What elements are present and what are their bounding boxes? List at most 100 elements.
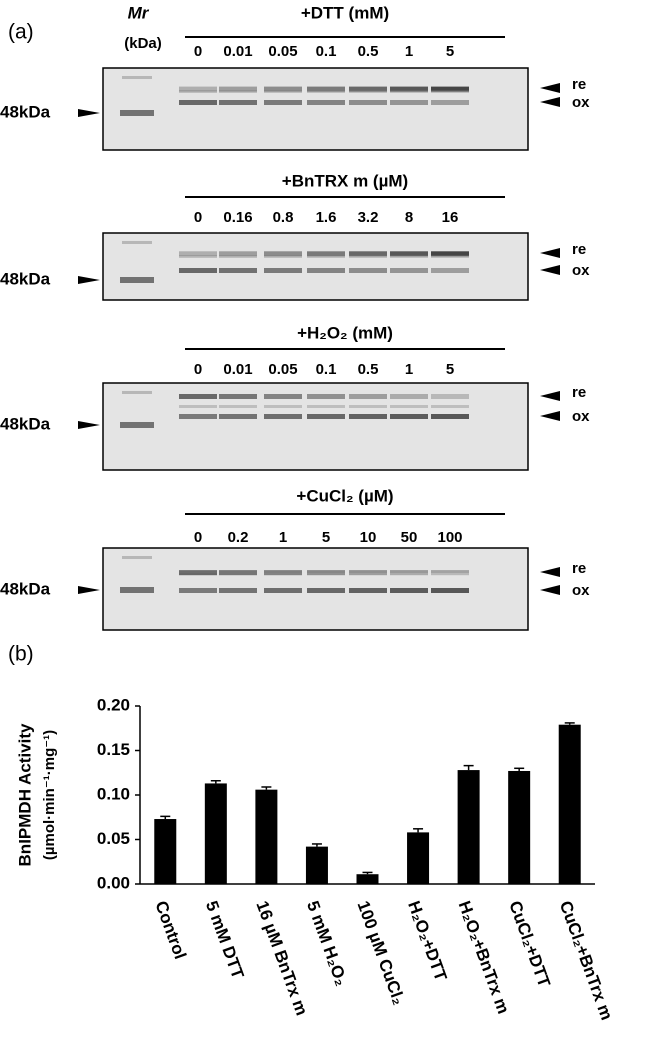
- band: [349, 86, 387, 92]
- band: [390, 405, 428, 408]
- re-arrow: [540, 248, 560, 258]
- band: [390, 86, 428, 92]
- bar: [154, 819, 177, 884]
- band: [349, 588, 387, 593]
- gel-title: +BnTRX m (µM): [282, 171, 408, 190]
- re-label: re: [572, 384, 586, 401]
- error-bar: [210, 780, 221, 784]
- marker-arrow: [78, 109, 100, 117]
- band: [179, 90, 217, 93]
- band: [431, 90, 469, 93]
- lane-label: 0: [194, 529, 202, 546]
- band: [179, 405, 217, 408]
- x-tick-label: H₂O₂+BnTrx m: [455, 898, 513, 1016]
- marker-band: [122, 556, 152, 559]
- band: [219, 251, 257, 257]
- lane-label: 100: [437, 529, 462, 546]
- y-tick-label: 0.10: [97, 784, 130, 803]
- band: [431, 570, 469, 573]
- band: [349, 251, 387, 257]
- band: [219, 100, 257, 105]
- bar: [508, 770, 531, 884]
- ox-arrow: [540, 265, 560, 275]
- y-tick-label: 0.20: [97, 695, 130, 714]
- error-bar: [311, 843, 322, 847]
- band: [307, 251, 345, 257]
- band: [307, 255, 345, 258]
- x-tick-label: 16 µM BnTrx m: [252, 898, 311, 1018]
- band: [390, 255, 428, 258]
- band: [431, 251, 469, 257]
- marker-label: 48kDa: [0, 579, 51, 598]
- lane-label: 0.2: [228, 529, 249, 546]
- error-bar: [362, 871, 373, 875]
- x-tick-label: 100 µM CuCl₂: [354, 898, 409, 1007]
- lane-label: 0.01: [223, 361, 252, 378]
- lane-label: 50: [401, 529, 418, 546]
- re-arrow: [540, 83, 560, 93]
- re-arrow: [540, 391, 560, 401]
- band: [219, 570, 257, 573]
- band: [390, 414, 428, 419]
- bar: [255, 789, 278, 884]
- marker-name: Mr: [128, 3, 150, 22]
- band: [349, 405, 387, 408]
- band: [307, 394, 345, 399]
- band: [390, 588, 428, 593]
- y-tick-label: 0.05: [97, 829, 130, 848]
- band: [349, 570, 387, 576]
- band: [349, 394, 387, 399]
- band: [264, 90, 302, 93]
- band: [431, 394, 469, 399]
- band: [307, 414, 345, 419]
- marker-arrow: [78, 421, 100, 429]
- lane-label: 0.05: [268, 43, 297, 60]
- band: [431, 86, 469, 92]
- band: [219, 414, 257, 419]
- band: [264, 255, 302, 258]
- band: [179, 268, 217, 273]
- gel-title: +CuCl₂ (µM): [296, 486, 393, 505]
- band: [179, 570, 217, 573]
- x-tick-label: CuCl₂+BnTrx m: [556, 898, 617, 1022]
- ox-arrow: [540, 97, 560, 107]
- marker-label: 48kDa: [0, 102, 51, 121]
- ox-label: ox: [572, 262, 590, 279]
- ox-arrow: [540, 585, 560, 595]
- band: [264, 86, 302, 92]
- band: [264, 588, 302, 593]
- error-bar: [514, 767, 525, 771]
- re-label: re: [572, 560, 586, 577]
- band: [219, 405, 257, 408]
- error-bar: [261, 786, 272, 790]
- re-label: re: [572, 76, 586, 93]
- bar: [305, 846, 328, 884]
- band: [179, 86, 217, 92]
- band: [431, 414, 469, 419]
- band: [264, 570, 302, 573]
- lane-label: 1.6: [316, 209, 337, 226]
- band: [307, 100, 345, 105]
- x-tick-label: Control: [151, 898, 190, 961]
- band: [307, 268, 345, 273]
- band: [307, 588, 345, 593]
- ox-arrow: [540, 411, 560, 421]
- panel-label: (a): [8, 21, 34, 44]
- lane-label: 3.2: [358, 209, 379, 226]
- band: [349, 268, 387, 273]
- band: [264, 414, 302, 419]
- lane-label: 8: [405, 209, 413, 226]
- band: [179, 255, 217, 258]
- bar: [558, 724, 581, 884]
- ox-label: ox: [572, 582, 590, 599]
- error-bar: [160, 815, 171, 820]
- band: [307, 90, 345, 93]
- lane-label: 5: [446, 43, 454, 60]
- band: [390, 268, 428, 273]
- ox-label: ox: [572, 408, 590, 425]
- marker-band: [122, 391, 152, 394]
- band: [431, 570, 469, 576]
- error-bar: [463, 764, 474, 771]
- band: [431, 100, 469, 105]
